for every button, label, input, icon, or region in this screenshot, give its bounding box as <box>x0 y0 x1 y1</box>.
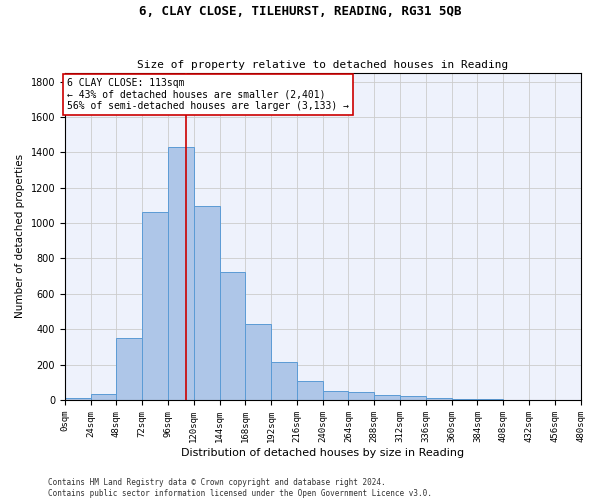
Text: 6, CLAY CLOSE, TILEHURST, READING, RG31 5QB: 6, CLAY CLOSE, TILEHURST, READING, RG31 … <box>139 5 461 18</box>
Bar <box>116 338 142 400</box>
Bar <box>426 398 452 400</box>
Bar <box>271 362 297 400</box>
Bar <box>452 399 478 400</box>
Text: 6 CLAY CLOSE: 113sqm
← 43% of detached houses are smaller (2,401)
56% of semi-de: 6 CLAY CLOSE: 113sqm ← 43% of detached h… <box>67 78 349 111</box>
Bar <box>400 396 426 400</box>
Bar <box>194 206 220 400</box>
X-axis label: Distribution of detached houses by size in Reading: Distribution of detached houses by size … <box>181 448 464 458</box>
Bar <box>65 398 91 400</box>
Bar <box>297 382 323 400</box>
Bar <box>168 147 194 400</box>
Bar <box>245 324 271 400</box>
Text: Contains HM Land Registry data © Crown copyright and database right 2024.
Contai: Contains HM Land Registry data © Crown c… <box>48 478 432 498</box>
Bar <box>374 394 400 400</box>
Bar <box>220 272 245 400</box>
Y-axis label: Number of detached properties: Number of detached properties <box>15 154 25 318</box>
Title: Size of property relative to detached houses in Reading: Size of property relative to detached ho… <box>137 60 508 70</box>
Bar <box>91 394 116 400</box>
Bar <box>323 391 349 400</box>
Bar <box>142 212 168 400</box>
Bar <box>349 392 374 400</box>
